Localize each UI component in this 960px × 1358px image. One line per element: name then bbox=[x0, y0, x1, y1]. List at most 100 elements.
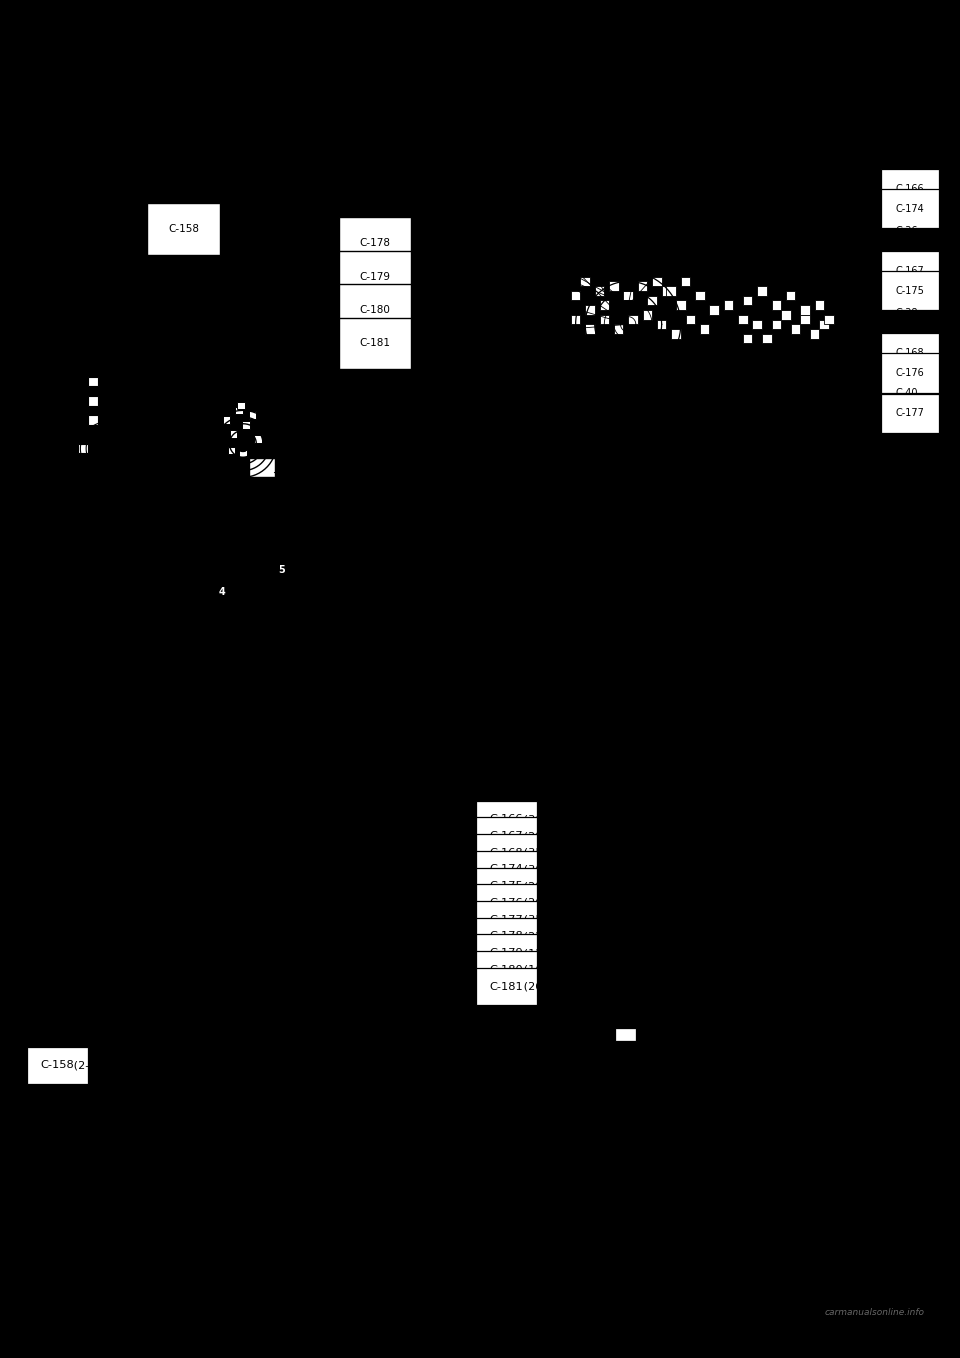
Text: C-165 (35-GR): C-165 (35-GR) bbox=[490, 797, 571, 808]
Text: SRS-ECU <Vehicles with side air bag>: SRS-ECU <Vehicles with side air bag> bbox=[134, 847, 351, 858]
Text: C-178: C-178 bbox=[359, 238, 391, 249]
Text: Engine-ECU <6A13>: Engine-ECU <6A13> bbox=[604, 831, 723, 841]
Text: C-29: C-29 bbox=[492, 193, 516, 202]
FancyBboxPatch shape bbox=[647, 296, 657, 306]
Text: C-165: C-165 bbox=[896, 327, 924, 338]
FancyBboxPatch shape bbox=[791, 325, 801, 334]
Text: C-163 (30-GR): C-163 (30-GR) bbox=[490, 765, 571, 774]
FancyBboxPatch shape bbox=[743, 334, 753, 344]
Text: (16-Y): (16-Y) bbox=[519, 964, 556, 975]
FancyBboxPatch shape bbox=[237, 402, 245, 409]
Text: C-13: C-13 bbox=[374, 549, 399, 558]
Text: C-175: C-175 bbox=[896, 287, 924, 296]
Text: C-48 (19): C-48 (19) bbox=[40, 963, 94, 974]
Text: C-44: C-44 bbox=[698, 473, 721, 482]
FancyBboxPatch shape bbox=[254, 435, 262, 443]
FancyBboxPatch shape bbox=[623, 291, 633, 300]
Text: Engine-A/T-ECU <4G6-A/T>: Engine-A/T-ECU <4G6-A/T> bbox=[604, 898, 760, 909]
Text: C-166: C-166 bbox=[490, 815, 523, 824]
Text: (30-GR): (30-GR) bbox=[519, 865, 567, 875]
Text: C-48: C-48 bbox=[448, 299, 471, 308]
FancyBboxPatch shape bbox=[738, 315, 748, 325]
Text: (35-GR): (35-GR) bbox=[519, 915, 567, 925]
Text: C-158: C-158 bbox=[168, 224, 199, 234]
FancyBboxPatch shape bbox=[781, 310, 791, 319]
FancyBboxPatch shape bbox=[676, 300, 685, 310]
Text: C-51: C-51 bbox=[448, 219, 471, 230]
Text: C-45: C-45 bbox=[516, 473, 540, 482]
Text: ASC-ECU: ASC-ECU bbox=[604, 964, 655, 975]
Text: Earth J/C: Earth J/C bbox=[134, 913, 183, 923]
Text: C-164: C-164 bbox=[896, 246, 924, 255]
Text: (35-GR): (35-GR) bbox=[519, 847, 567, 858]
Text: C-160 (26-Y): C-160 (26-Y) bbox=[490, 747, 560, 758]
Text: (26-Y): (26-Y) bbox=[519, 982, 556, 991]
Text: Engine-ECU <4G63-M/T>: Engine-ECU <4G63-M/T> bbox=[134, 765, 278, 774]
FancyBboxPatch shape bbox=[661, 287, 671, 296]
Text: C-163: C-163 bbox=[896, 163, 924, 174]
FancyBboxPatch shape bbox=[79, 444, 88, 454]
Text: A/T control relay: A/T control relay bbox=[134, 831, 228, 841]
Text: ASC-ECU: ASC-ECU bbox=[604, 948, 655, 959]
FancyBboxPatch shape bbox=[685, 315, 695, 325]
Text: C-11: C-11 bbox=[374, 406, 399, 416]
Polygon shape bbox=[236, 497, 284, 583]
Text: C-42: C-42 bbox=[584, 473, 606, 482]
FancyBboxPatch shape bbox=[581, 277, 590, 287]
Text: C-177: C-177 bbox=[490, 915, 523, 925]
Text: SRS-ECU  <Vehicles  without  side  air: SRS-ECU <Vehicles without side air bbox=[134, 881, 350, 891]
Text: C-31: C-31 bbox=[632, 193, 654, 202]
Text: Control  wiring  harness  and  ABS  wiring: Control wiring harness and ABS wiring bbox=[134, 1028, 370, 1039]
FancyBboxPatch shape bbox=[820, 319, 828, 329]
Text: C-181: C-181 bbox=[359, 338, 391, 349]
FancyBboxPatch shape bbox=[614, 1028, 636, 1040]
FancyBboxPatch shape bbox=[724, 300, 733, 310]
Text: Engine-ECU <4G63-M/T>: Engine-ECU <4G63-M/T> bbox=[134, 797, 278, 808]
Text: 5: 5 bbox=[277, 565, 284, 574]
Text: Connector
block 3: Connector block 3 bbox=[240, 482, 284, 501]
Text: C-158: C-158 bbox=[40, 1061, 74, 1070]
FancyBboxPatch shape bbox=[228, 447, 235, 455]
Text: Engine-A/T-ECU <4G6-A/T>: Engine-A/T-ECU <4G6-A/T> bbox=[604, 881, 760, 891]
FancyBboxPatch shape bbox=[824, 315, 833, 325]
Text: Engine-A/T-ECU <4G6-A/T>: Engine-A/T-ECU <4G6-A/T> bbox=[604, 865, 760, 875]
Text: C-41: C-41 bbox=[862, 458, 885, 469]
FancyBboxPatch shape bbox=[743, 296, 753, 306]
Text: SRS-ECU <Vehicles with side air bag>: SRS-ECU <Vehicles with side air bag> bbox=[134, 865, 351, 875]
Text: C-36 (16-Y): C-36 (16-Y) bbox=[40, 781, 103, 790]
Text: C-12: C-12 bbox=[374, 482, 399, 492]
FancyBboxPatch shape bbox=[571, 291, 581, 300]
FancyBboxPatch shape bbox=[801, 306, 810, 315]
Text: C-177: C-177 bbox=[896, 409, 924, 418]
Text: Throttle valve controller <4G64>: Throttle valve controller <4G64> bbox=[604, 747, 795, 758]
Text: C-47: C-47 bbox=[448, 325, 471, 335]
Text: C-47 (19): C-47 (19) bbox=[40, 947, 94, 956]
Text: (26-GR): (26-GR) bbox=[519, 898, 567, 909]
Text: C-32 (4): C-32 (4) bbox=[40, 747, 86, 758]
Text: Engine-ECU <4G63-M/T>: Engine-ECU <4G63-M/T> bbox=[134, 781, 278, 790]
Text: C-179: C-179 bbox=[359, 272, 391, 281]
Text: C-168: C-168 bbox=[490, 847, 523, 858]
Text: C-44 (21-Y): C-44 (21-Y) bbox=[40, 881, 103, 891]
FancyBboxPatch shape bbox=[786, 291, 796, 300]
Text: C-45 (10): C-45 (10) bbox=[40, 913, 94, 923]
Text: WIRING HARNESS CONFIGURATION DIAGRAMS: WIRING HARNESS CONFIGURATION DIAGRAMS bbox=[217, 49, 634, 64]
Text: C-51 (19): C-51 (19) bbox=[40, 1028, 94, 1039]
Text: ASC-ECU: ASC-ECU bbox=[604, 932, 655, 941]
Text: Engine-ECU <4G64-M/T>: Engine-ECU <4G64-M/T> bbox=[604, 765, 749, 774]
FancyBboxPatch shape bbox=[810, 329, 820, 338]
FancyBboxPatch shape bbox=[757, 287, 767, 296]
Text: C-46: C-46 bbox=[447, 473, 470, 482]
FancyBboxPatch shape bbox=[88, 397, 98, 406]
Text: J/C (C): J/C (C) bbox=[134, 980, 169, 990]
Text: (12-Y): (12-Y) bbox=[519, 948, 556, 959]
Text: 1-19: 1-19 bbox=[866, 48, 911, 65]
FancyBboxPatch shape bbox=[815, 300, 824, 310]
Text: C-46 (4): C-46 (4) bbox=[40, 930, 86, 940]
Text: C-49 (19): C-49 (19) bbox=[40, 980, 94, 990]
Text: J/C (B): J/C (B) bbox=[134, 963, 169, 974]
Text: C-09: C-09 bbox=[260, 224, 284, 234]
Text: Engine-ECU <6A13>: Engine-ECU <6A13> bbox=[604, 815, 723, 824]
Text: Connector
block 3: Connector block 3 bbox=[374, 437, 425, 459]
Text: Diode (for ASC circuit): Diode (for ASC circuit) bbox=[134, 1061, 261, 1070]
